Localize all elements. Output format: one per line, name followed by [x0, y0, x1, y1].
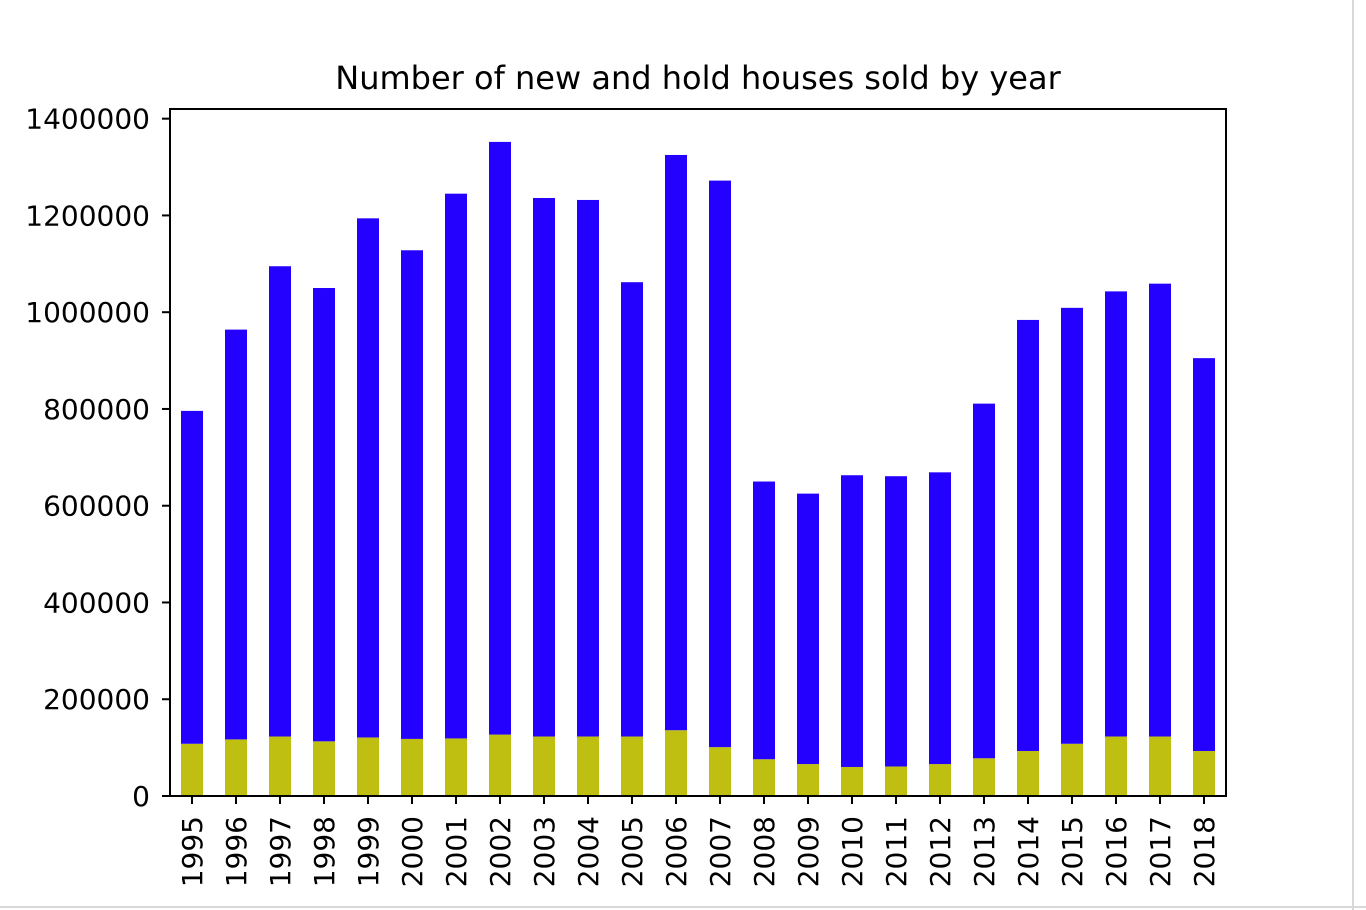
- y-tick-label: 0: [132, 780, 150, 813]
- window-bottom-border: [0, 906, 1366, 908]
- x-tick-label-2001: 2001: [440, 816, 473, 887]
- bar-1995-series-1: [181, 743, 203, 796]
- bar-2010-series-2: [841, 475, 863, 767]
- bar-2011-series-1: [885, 766, 907, 796]
- bars-group: [181, 141, 1215, 796]
- bar-2016-series-1: [1105, 736, 1127, 796]
- bar-1998-series-1: [313, 741, 335, 796]
- bar-2004-series-1: [577, 736, 599, 796]
- bar-2011-series-2: [885, 476, 907, 767]
- bar-2003-series-1: [533, 736, 555, 796]
- x-axis: 1995 1996 1997 1998 1999 2000 2001 2002 2003 2004…: [176, 796, 1221, 887]
- bar-2012-series-1: [929, 764, 951, 796]
- window-right-border: [1352, 0, 1354, 910]
- bar-2007-series-1: [709, 747, 731, 796]
- bar-2006-series-1: [665, 730, 687, 796]
- x-tick-label-2005: 2005: [616, 816, 649, 887]
- bar-2016-series-2: [1105, 291, 1127, 737]
- x-tick-label-2010: 2010: [836, 816, 869, 887]
- x-tick-label-2000: 2000: [396, 816, 429, 887]
- bar-1996-series-1: [225, 739, 247, 796]
- x-tick-label-1996: 1996: [220, 816, 253, 887]
- x-tick-label-2002: 2002: [484, 816, 517, 887]
- bar-2017-series-1: [1149, 736, 1171, 796]
- x-tick-label-1997: 1997: [264, 816, 297, 887]
- bar-2013-series-1: [973, 758, 995, 796]
- bar-2003-series-2: [533, 198, 555, 737]
- bar-2001-series-1: [445, 738, 467, 796]
- bar-2000-series-1: [401, 738, 423, 796]
- x-tick-label-2018: 2018: [1188, 816, 1221, 887]
- bar-2001-series-2: [445, 193, 467, 739]
- bar-2014-series-2: [1017, 319, 1039, 752]
- x-tick-label-1995: 1995: [176, 816, 209, 887]
- bar-1998-series-2: [313, 288, 335, 742]
- bar-2013-series-2: [973, 403, 995, 759]
- bar-2006-series-2: [665, 154, 687, 731]
- x-tick-label-2015: 2015: [1056, 816, 1089, 887]
- x-tick-label-2012: 2012: [924, 816, 957, 887]
- bar-1995-series-2: [181, 410, 203, 744]
- x-tick-label-2013: 2013: [968, 816, 1001, 887]
- bar-1996-series-2: [225, 329, 247, 740]
- bar-2004-series-2: [577, 199, 599, 737]
- y-tick-label: 800000: [43, 393, 150, 426]
- bar-2005-series-2: [621, 282, 643, 737]
- y-tick-label: 1000000: [25, 296, 150, 329]
- x-tick-label-2017: 2017: [1144, 816, 1177, 887]
- x-tick-label-2008: 2008: [748, 816, 781, 887]
- bar-2018-series-2: [1193, 358, 1215, 752]
- chart-title: Number of new and hold houses sold by ye…: [335, 59, 1061, 97]
- y-tick-label: 600000: [43, 490, 150, 523]
- x-tick-label-2009: 2009: [792, 816, 825, 887]
- bar-2017-series-2: [1149, 283, 1171, 737]
- bar-2007-series-2: [709, 180, 731, 748]
- bar-2008-series-2: [753, 481, 775, 760]
- bar-2002-series-2: [489, 141, 511, 735]
- x-tick-label-2011: 2011: [880, 816, 913, 887]
- bar-2002-series-1: [489, 734, 511, 796]
- bar-1997-series-1: [269, 736, 291, 796]
- bar-2008-series-1: [753, 759, 775, 796]
- x-tick-label-2006: 2006: [660, 816, 693, 887]
- bar-1999-series-1: [357, 737, 379, 796]
- bar-2000-series-2: [401, 250, 423, 739]
- bar-2014-series-1: [1017, 751, 1039, 796]
- bar-2012-series-2: [929, 472, 951, 765]
- y-tick-label: 1400000: [25, 103, 150, 136]
- bar-1997-series-2: [269, 266, 291, 737]
- x-tick-label-2014: 2014: [1012, 816, 1045, 887]
- x-tick-label-2003: 2003: [528, 816, 561, 887]
- y-tick-label: 1200000: [25, 199, 150, 232]
- x-tick-label-2004: 2004: [572, 816, 605, 887]
- bar-2018-series-1: [1193, 751, 1215, 796]
- y-tick-label: 400000: [43, 586, 150, 619]
- bar-2005-series-1: [621, 736, 643, 796]
- plot-frame: [169, 108, 1227, 797]
- x-tick-label-2016: 2016: [1100, 816, 1133, 887]
- y-axis: 0 200000 400000 600000 800000 1000000 1200000 1…: [25, 103, 170, 813]
- x-tick-label-1998: 1998: [308, 816, 341, 887]
- bar-2009-series-2: [797, 493, 819, 765]
- bar-2010-series-1: [841, 766, 863, 796]
- bar-1999-series-2: [357, 218, 379, 738]
- x-tick-label-2007: 2007: [704, 816, 737, 887]
- bar-2009-series-1: [797, 764, 819, 796]
- bar-2015-series-2: [1061, 307, 1083, 744]
- y-tick-label: 200000: [43, 683, 150, 716]
- x-tick-label-1999: 1999: [352, 816, 385, 887]
- bar-2015-series-1: [1061, 743, 1083, 796]
